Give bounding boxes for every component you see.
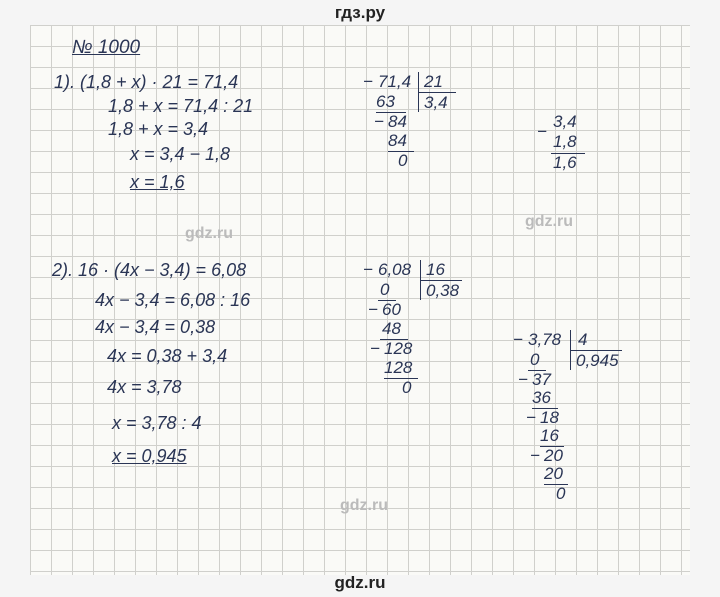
p1-line1: 1). (1,8 + x) · 21 = 71,4 <box>54 72 238 93</box>
p2-line7: x = 0,945 <box>112 446 187 467</box>
p2-line1: 2). 16 · (4x − 3,4) = 6,08 <box>52 260 246 281</box>
p2-line4: 4x = 0,38 + 3,4 <box>107 346 227 367</box>
p1-line2: 1,8 + x = 71,4 : 21 <box>108 96 253 117</box>
watermark: gdz.ru <box>185 225 233 243</box>
p1-line3: 1,8 + x = 3,4 <box>108 119 208 140</box>
p1-line5: x = 1,6 <box>130 172 185 193</box>
p2-line3: 4x − 3,4 = 0,38 <box>95 317 215 338</box>
page-header: гдз.ру <box>0 3 720 23</box>
watermark: gdz.ru <box>525 213 573 231</box>
p2-line5: 4x = 3,78 <box>107 377 182 398</box>
p2-line2: 4x − 3,4 = 6,08 : 16 <box>95 290 250 311</box>
watermark: gdz.ru <box>340 497 388 515</box>
problem-number: № 1000 <box>72 37 140 59</box>
page-footer: gdz.ru <box>0 573 720 593</box>
p2-line6: x = 3,78 : 4 <box>112 413 202 434</box>
p1-line4: x = 3,4 − 1,8 <box>130 144 230 165</box>
